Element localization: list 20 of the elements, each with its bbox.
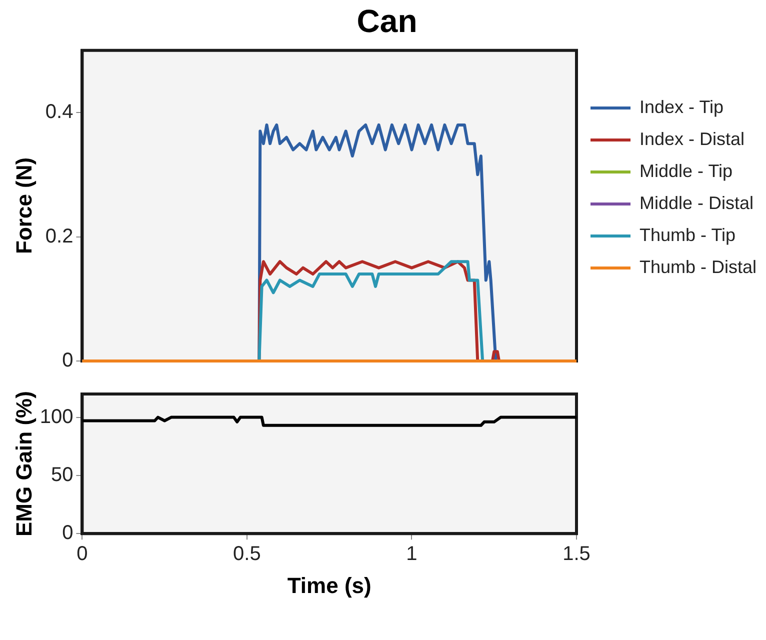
- y-tick-label: 0: [62, 522, 74, 544]
- x-tick-label: 1: [406, 543, 418, 566]
- y-tick-label: 0.4: [45, 101, 74, 124]
- y-axis-title: EMG Gain (%): [11, 391, 36, 537]
- x-axis-title: Time (s): [287, 572, 372, 598]
- legend-label: Middle - Tip: [640, 160, 733, 181]
- legend-label: Index - Distal: [640, 128, 745, 149]
- y-axis-title: Force (N): [11, 157, 36, 254]
- legend-label: Thumb - Tip: [640, 224, 736, 245]
- legend-label: Index - Tip: [640, 96, 724, 117]
- y-tick-label: 0.2: [45, 225, 74, 248]
- chart-title: Can: [356, 3, 418, 40]
- legend-label: Thumb - Distal: [640, 256, 757, 277]
- x-tick-label: 0: [76, 543, 88, 566]
- x-tick-label: 0.5: [233, 543, 261, 566]
- y-tick-label: 100: [40, 406, 74, 428]
- legend-label: Middle - Distal: [640, 192, 754, 213]
- y-tick-label: 0: [62, 350, 74, 372]
- y-tick-label: 50: [50, 464, 74, 486]
- x-tick-label: 1.5: [562, 543, 590, 566]
